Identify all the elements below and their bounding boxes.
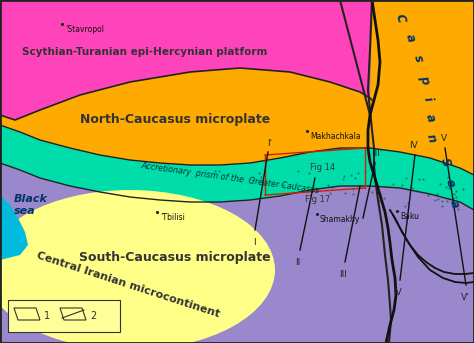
Text: Fig 14: Fig 14 [310, 163, 335, 172]
Ellipse shape [0, 190, 275, 343]
Text: n: n [424, 132, 438, 144]
Polygon shape [0, 0, 474, 175]
Text: III: III [339, 270, 347, 279]
Text: i: i [421, 95, 435, 103]
Text: Scythian-Turanian epi-Hercynian platform: Scythian-Turanian epi-Hercynian platform [22, 47, 268, 57]
Text: I: I [253, 238, 255, 247]
Text: IV: IV [393, 288, 402, 297]
Text: IV: IV [410, 141, 419, 150]
Text: South-Caucasus microplate: South-Caucasus microplate [79, 251, 271, 264]
Text: ’Stavropol: ’Stavropol [65, 25, 104, 34]
Text: Fig 17: Fig 17 [305, 195, 330, 204]
Text: Baku: Baku [400, 212, 419, 221]
Text: S: S [438, 156, 452, 168]
Text: a: a [447, 199, 461, 210]
Text: p: p [417, 73, 431, 85]
Text: e: e [443, 177, 457, 189]
Text: Black
sea: Black sea [14, 194, 48, 216]
Text: III': III' [372, 149, 382, 158]
Polygon shape [0, 163, 474, 343]
Text: I': I' [267, 139, 273, 148]
Text: Makhachkala: Makhachkala [310, 132, 361, 141]
Text: Central Iranian microcontinent: Central Iranian microcontinent [35, 251, 221, 319]
Text: 2: 2 [90, 311, 96, 321]
Text: 1: 1 [44, 311, 50, 321]
Text: s: s [411, 53, 425, 63]
Text: II: II [295, 258, 301, 267]
Text: North-Caucasus microplate: North-Caucasus microplate [80, 114, 270, 127]
Text: V': V' [461, 293, 469, 302]
Text: Accretionary  prism of the  Greater Caucasus: Accretionary prism of the Greater Caucas… [140, 161, 320, 195]
Bar [8, 300, 120, 332]
Polygon shape [0, 0, 372, 120]
Polygon shape [0, 125, 28, 260]
Text: ’Tbilisi: ’Tbilisi [160, 213, 185, 222]
Polygon shape [0, 125, 474, 210]
Text: Shamakhy: Shamakhy [320, 215, 360, 224]
Text: a: a [403, 33, 417, 44]
Text: a: a [423, 113, 438, 123]
Text: V: V [441, 134, 447, 143]
Text: C: C [392, 12, 407, 24]
